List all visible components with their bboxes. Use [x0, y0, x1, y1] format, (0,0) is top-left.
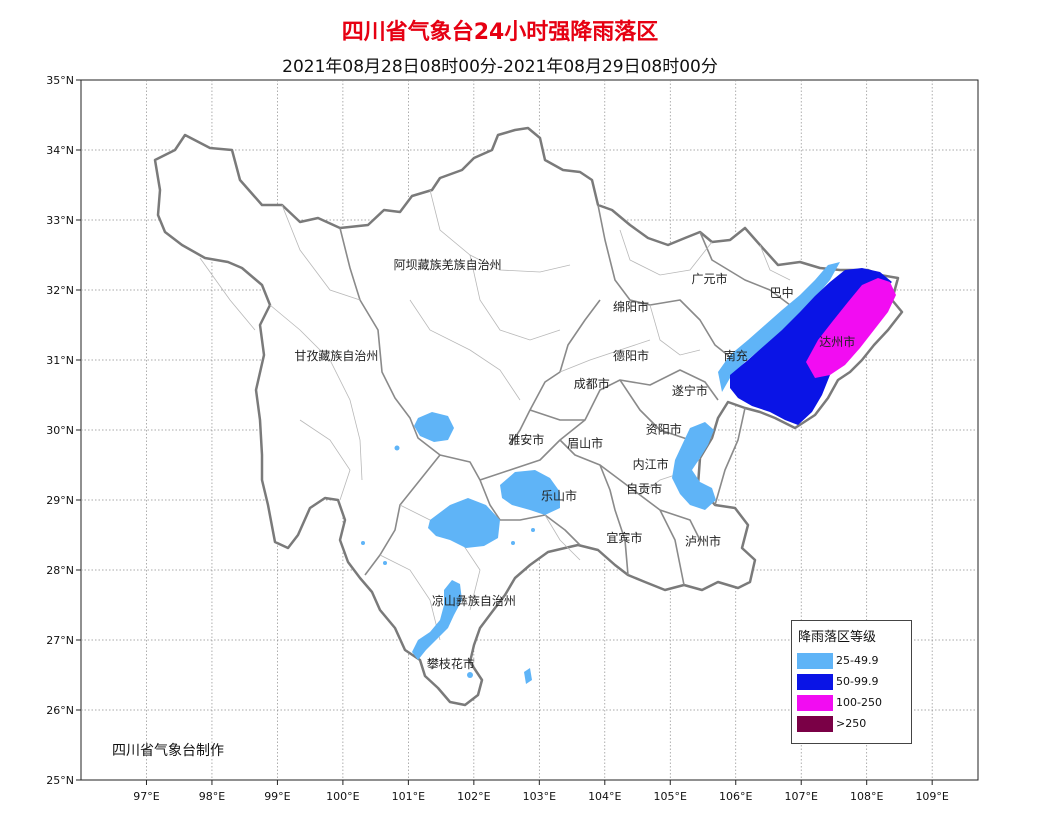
place-label: 乐山市 — [541, 488, 577, 503]
place-label: 内江市 — [633, 457, 669, 472]
longitude-tick-label: 105°E — [654, 790, 687, 803]
legend-swatch — [797, 695, 833, 711]
place-label: 凉山彝族自治州 — [432, 593, 516, 608]
place-label: 雅安市 — [508, 432, 544, 447]
legend-swatch — [797, 716, 833, 732]
latitude-tick-label: 25°N — [46, 774, 74, 787]
longitude-tick-label: 98°E — [199, 790, 225, 803]
latitude-tick-label: 30°N — [46, 424, 74, 437]
place-label: 南充 — [724, 348, 748, 363]
place-label: 巴中 — [770, 285, 794, 300]
place-label: 资阳市 — [646, 422, 682, 437]
longitude-tick-label: 109°E — [915, 790, 948, 803]
longitude-tick-label: 107°E — [784, 790, 817, 803]
place-label: 绵阳市 — [613, 299, 649, 314]
latitude-tick-label: 35°N — [46, 74, 74, 87]
place-label: 成都市 — [574, 376, 610, 391]
longitude-tick-label: 100°E — [326, 790, 359, 803]
latitude-tick-label: 32°N — [46, 284, 74, 297]
map-title: 四川省气象台24小时强降雨落区 — [341, 20, 659, 45]
place-label: 达州市 — [819, 334, 855, 349]
longitude-tick-label: 97°E — [133, 790, 159, 803]
latitude-tick-label: 34°N — [46, 144, 74, 157]
legend-swatch — [797, 674, 833, 690]
latitude-tick-label: 27°N — [46, 634, 74, 647]
map-subtitle: 2021年08月28日08时00分-2021年08月29日08时00分 — [282, 57, 718, 77]
prefecture-boundaries — [339, 204, 801, 586]
longitude-tick-label: 102°E — [457, 790, 490, 803]
rainfall-100-250 — [806, 278, 896, 378]
place-label: 德阳市 — [613, 348, 649, 363]
place-label: 自贡市 — [626, 481, 662, 496]
legend-swatch — [797, 653, 833, 669]
latitude-labels: 35°N 34°N 33°N 32°N 31°N 30°N 29°N 28°N 27°N 26°N… — [46, 74, 81, 787]
legend-title: 降雨落区等级 — [798, 630, 877, 645]
rainfall-25-49-9 — [361, 262, 840, 684]
latitude-tick-label: 31°N — [46, 354, 74, 367]
legend-label: 25-49.9 — [836, 654, 879, 667]
place-label: 广元市 — [692, 271, 728, 286]
longitude-tick-label: 101°E — [392, 790, 425, 803]
longitude-tick-label: 103°E — [523, 790, 556, 803]
longitude-labels: 97°E 98°E 99°E 100°E 101°E 102°E 103°E 104°E 105… — [133, 780, 949, 803]
legend-label: >250 — [836, 717, 867, 730]
latitude-tick-label: 26°N — [46, 704, 74, 717]
place-label: 攀枝花市 — [427, 656, 475, 671]
legend-label: 50-99.9 — [836, 675, 879, 688]
longitude-tick-label: 99°E — [264, 790, 290, 803]
latitude-tick-label: 28°N — [46, 564, 74, 577]
county-boundaries — [199, 189, 851, 641]
legend: 降雨落区等级 25-49.9 50-99.9 100-250 >250 — [791, 620, 912, 744]
longitude-tick-label: 108°E — [850, 790, 883, 803]
credit-text: 四川省气象台制作 — [112, 743, 224, 759]
longitude-tick-label: 104°E — [588, 790, 621, 803]
place-label: 甘孜藏族自治州 — [294, 349, 378, 363]
legend-label: 100-250 — [836, 696, 882, 709]
place-label: 阿坝藏族羌族自治州 — [394, 258, 502, 272]
latitude-tick-label: 29°N — [46, 494, 74, 507]
place-label: 宜宾市 — [606, 530, 642, 545]
place-label: 泸州市 — [685, 534, 721, 549]
place-label: 遂宁市 — [672, 383, 708, 398]
latitude-tick-label: 33°N — [46, 214, 74, 227]
place-label: 眉山市 — [567, 436, 603, 451]
longitude-tick-label: 106°E — [719, 790, 752, 803]
